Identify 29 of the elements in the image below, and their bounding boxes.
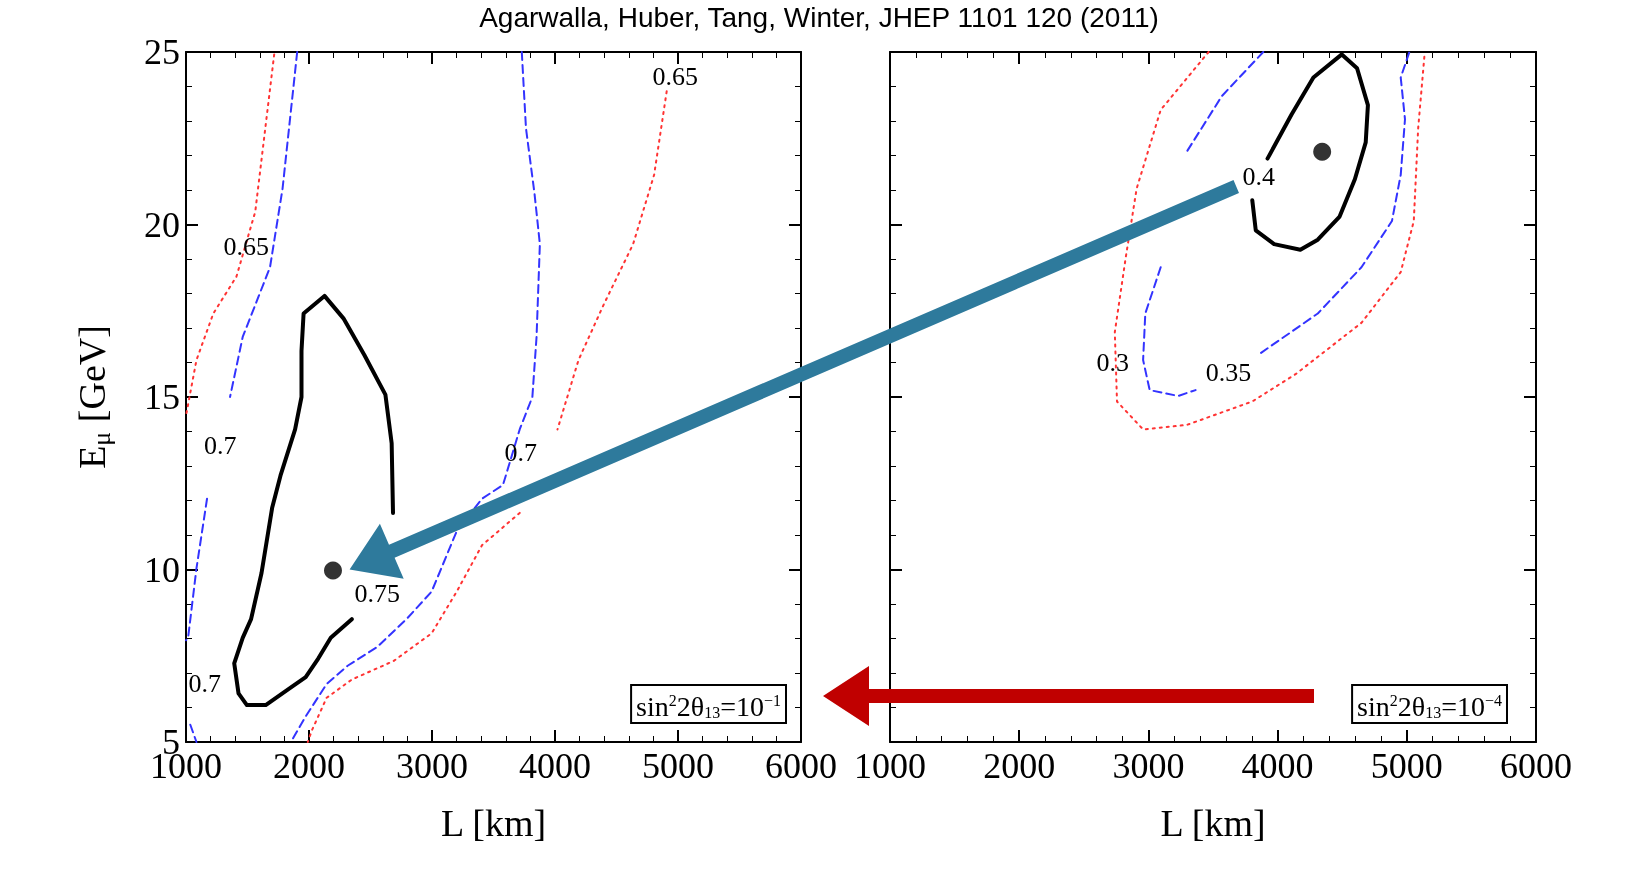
annotation: 0.3 [1096,348,1130,377]
x-tick-label: 3000 [396,746,468,786]
annotation: 0.65 [652,61,699,91]
annotation: 0.75 [354,579,400,609]
x-tick-label: 6000 [1500,746,1572,786]
x-tick-label: 1000 [854,746,926,786]
y-tick-label: 10 [144,549,180,590]
y-axis-title: Eμ [GeV] [71,325,116,469]
x-tick-label: 5000 [1370,746,1443,786]
annotation: 0.4 [1242,162,1276,192]
line-series [185,53,276,417]
annotation: 0.65 [223,232,269,262]
y-tick-label: 15 [144,377,180,417]
x-tick-label: 2000 [273,746,345,786]
annotation: 0.7 [504,437,537,467]
x-tick-label: 5000 [642,746,714,786]
x-tick-label: 4000 [519,746,591,786]
annotation: 0.35 [1205,358,1252,388]
annotation: 0.7 [188,668,222,698]
chart-title: Agarwalla, Huber, Tang, Winter, JHEP 1101 120 (2011) [479,2,1159,33]
y-tick-label: 25 [144,32,180,72]
x-axis-title: L [km] [440,802,547,844]
x-tick-label: 6000 [765,746,837,786]
y-tick-label: 20 [144,204,180,245]
x-axis-title: L [km] [1160,802,1266,844]
annotation: 0.7 [204,430,237,460]
x-tick-label: 4000 [1241,746,1314,786]
x-tick-label: 2000 [983,746,1056,786]
x-tick-label: 3000 [1112,746,1185,786]
